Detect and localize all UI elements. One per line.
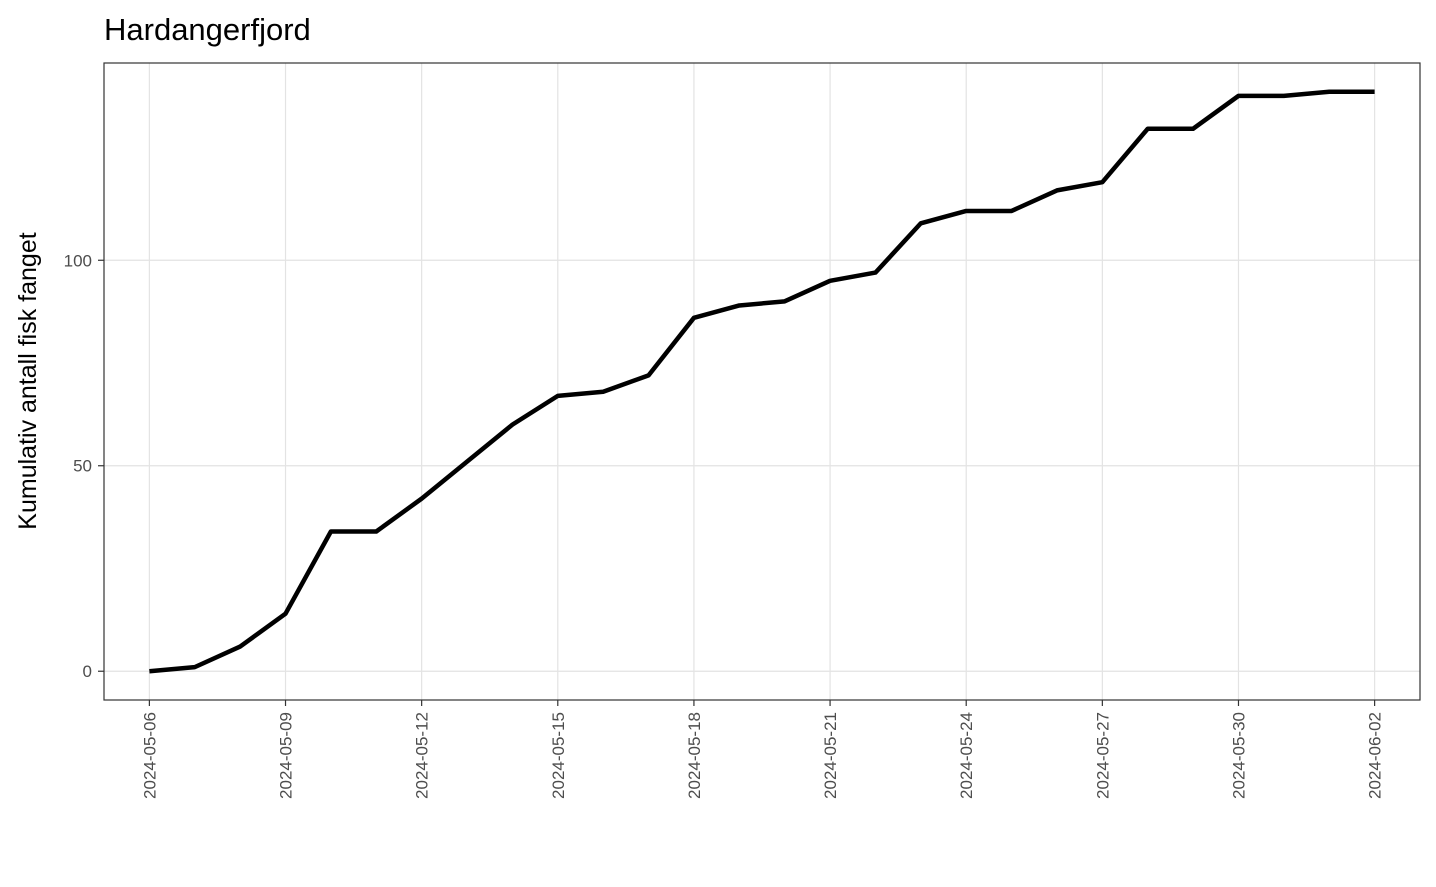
x-tick-label: 2024-05-12 xyxy=(413,712,432,799)
x-tick-label: 2024-05-27 xyxy=(1093,712,1112,799)
x-tick-label: 2024-05-30 xyxy=(1229,712,1248,799)
x-tick-label: 2024-05-06 xyxy=(140,712,159,799)
y-tick-label: 0 xyxy=(83,662,92,681)
x-tick-label: 2024-05-18 xyxy=(685,712,704,799)
x-tick-label: 2024-05-21 xyxy=(821,712,840,799)
y-axis-title: Kumulativ antall fisk fanget xyxy=(14,232,42,529)
data-line xyxy=(149,89,1375,674)
x-tick-label: 2024-05-09 xyxy=(277,712,296,799)
chart-title: Hardangerfjord xyxy=(104,12,311,47)
x-tick-label: 2024-05-15 xyxy=(549,712,568,799)
plot-border xyxy=(103,62,1421,701)
x-tick-label: 2024-05-24 xyxy=(957,712,976,799)
y-tick-label: 50 xyxy=(73,457,92,476)
x-tick-label: 2024-06-02 xyxy=(1366,712,1385,799)
y-tick-label: 100 xyxy=(64,251,92,270)
